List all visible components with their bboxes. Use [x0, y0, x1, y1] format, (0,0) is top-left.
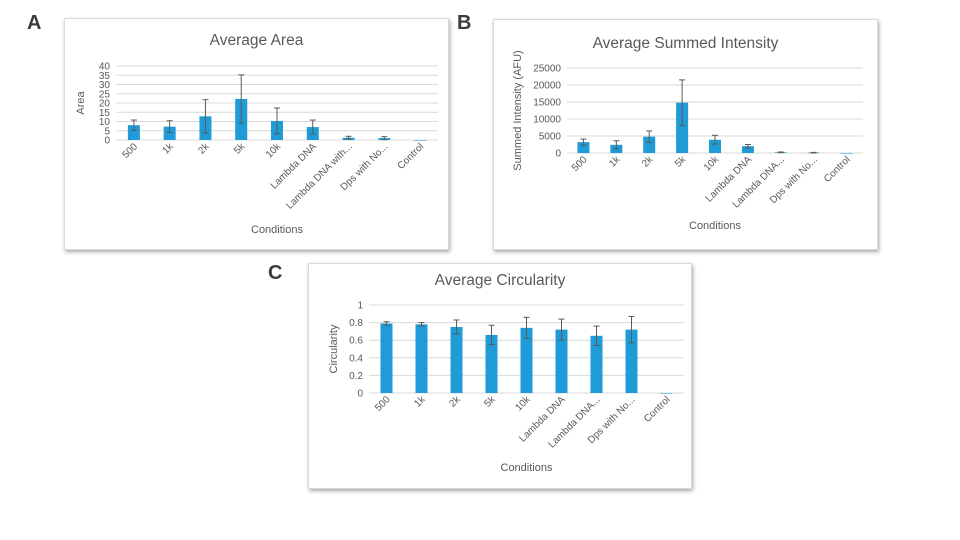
y-axis-label: Circularity [328, 324, 340, 373]
y-tick-label: 0 [357, 389, 363, 400]
x-tick-label: 500 [120, 141, 140, 161]
x-tick-label: 5k [482, 394, 498, 410]
bar [414, 140, 427, 141]
x-tick-label: 10k [702, 154, 722, 174]
x-axis-label: Conditions [689, 220, 741, 232]
y-tick-label: 10000 [533, 115, 561, 126]
y-tick-label: 5000 [539, 132, 562, 143]
chart-b-svg: Average Summed Intensity 0 5000 10000 15000 2… [512, 35, 863, 232]
bar [625, 329, 638, 393]
y-tick-label: 0.2 [349, 371, 363, 382]
panel-label-c: C [268, 262, 283, 284]
bar [643, 136, 656, 153]
x-tick-label: 2k [196, 141, 212, 157]
y-tick-label: 15 [99, 108, 111, 119]
x-tick-label: 1k [161, 141, 177, 157]
x-tick-label: 5k [232, 141, 248, 157]
chart-title: Average Summed Intensity [593, 35, 779, 52]
bar [450, 327, 463, 393]
x-tick-label: 2k [640, 154, 656, 170]
y-tick-label: 0.4 [349, 353, 363, 364]
bar [415, 324, 428, 393]
y-tick-label: 25000 [533, 64, 561, 75]
chart-title: Average Circularity [435, 272, 566, 289]
chart-c-svg: Average Circularity 0 0.2 0.4 0.6 0.8 1 Circula… [328, 272, 684, 474]
x-tick-label: 10k [513, 394, 533, 414]
panel-label-a: A [27, 12, 42, 34]
y-tick-label: 30 [99, 80, 111, 91]
y-tick-label: 20 [99, 99, 111, 110]
x-tick-label: Control [396, 141, 427, 172]
y-tick-label: 35 [99, 71, 111, 82]
x-tick-label: 500 [570, 154, 590, 174]
bar [741, 146, 754, 153]
y-tick-label: 0.6 [349, 336, 363, 347]
y-axis-label: Summed Intensity (AFU) [512, 50, 524, 170]
bar [520, 327, 533, 393]
y-tick-label: 0 [555, 149, 561, 160]
x-tick-label: 1k [412, 394, 428, 410]
y-tick-label: 40 [99, 62, 111, 73]
y-tick-label: 5 [104, 126, 110, 137]
chart-average-circularity: Average Circularity 0 0.2 0.4 0.6 0.8 1 Circula… [308, 263, 692, 489]
bar [709, 139, 721, 153]
x-tick-label: 2k [447, 394, 463, 410]
bar [840, 153, 853, 154]
bar [555, 329, 568, 393]
bar [163, 126, 176, 140]
x-tick-label: 500 [373, 394, 393, 414]
bar [660, 393, 673, 394]
y-tick-label: 15000 [533, 98, 561, 109]
bar [127, 125, 140, 140]
y-tick-label: 25 [99, 89, 111, 100]
x-tick-label: 5k [673, 154, 689, 170]
panel-label-b: B [457, 12, 472, 34]
bar [485, 334, 498, 393]
y-axis-label: Area [75, 91, 87, 115]
x-tick-label: Lambda DNA with... [284, 141, 354, 211]
chart-average-summed-intensity: Average Summed Intensity 0 5000 10000 15000 2… [493, 19, 878, 250]
y-tick-label: 0.8 [349, 318, 363, 329]
y-tick-label: 10 [99, 117, 111, 128]
y-tick-label: 0 [104, 136, 110, 147]
x-tick-label: 10k [264, 141, 284, 161]
x-tick-label: 1k [607, 154, 623, 170]
y-tick-label: 1 [357, 301, 363, 312]
chart-average-area: Average Area 0 5 10 15 20 25 30 35 40 Area 500 1k 2k 5… [64, 18, 449, 250]
bar [590, 335, 603, 393]
y-tick-label: 20000 [533, 81, 561, 92]
chart-title: Average Area [210, 32, 304, 49]
bar [577, 142, 590, 153]
x-tick-label: Control [642, 394, 673, 425]
x-axis-label: Conditions [251, 224, 303, 236]
x-axis-label: Conditions [501, 462, 553, 474]
bar [380, 323, 393, 393]
bar [676, 102, 689, 153]
x-tick-label: Control [822, 154, 853, 185]
